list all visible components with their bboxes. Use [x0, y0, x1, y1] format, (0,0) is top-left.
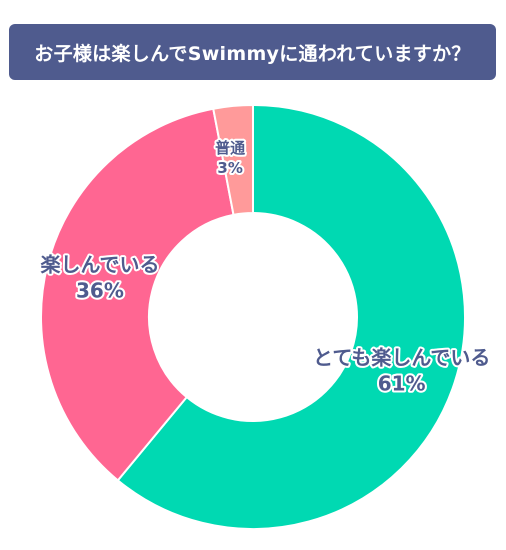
chart-title-box: お子様は楽しんでSwimmyに通われていますか？ [9, 24, 496, 80]
chart-title: お子様は楽しんでSwimmyに通われていますか？ [34, 42, 471, 65]
slice-category-label-1: とても楽しんでいる [313, 346, 490, 370]
donut-slice-1 [116, 103, 466, 530]
donut-slice-2 [40, 107, 235, 482]
donut-slices [40, 103, 466, 530]
slice-category-label-2: 楽しんでいる [40, 253, 159, 277]
slice-value-label-2: 36% [76, 279, 124, 303]
slice-value-label-1: 61% [378, 372, 426, 396]
donut-chart: とても楽しんでいる 61% 楽しんでいる 36% 普通 3% [0, 90, 506, 550]
slice-category-label-3: 普通 [215, 139, 245, 157]
slice-value-label-3: 3% [217, 159, 242, 177]
donut-slice-3 [212, 103, 254, 217]
